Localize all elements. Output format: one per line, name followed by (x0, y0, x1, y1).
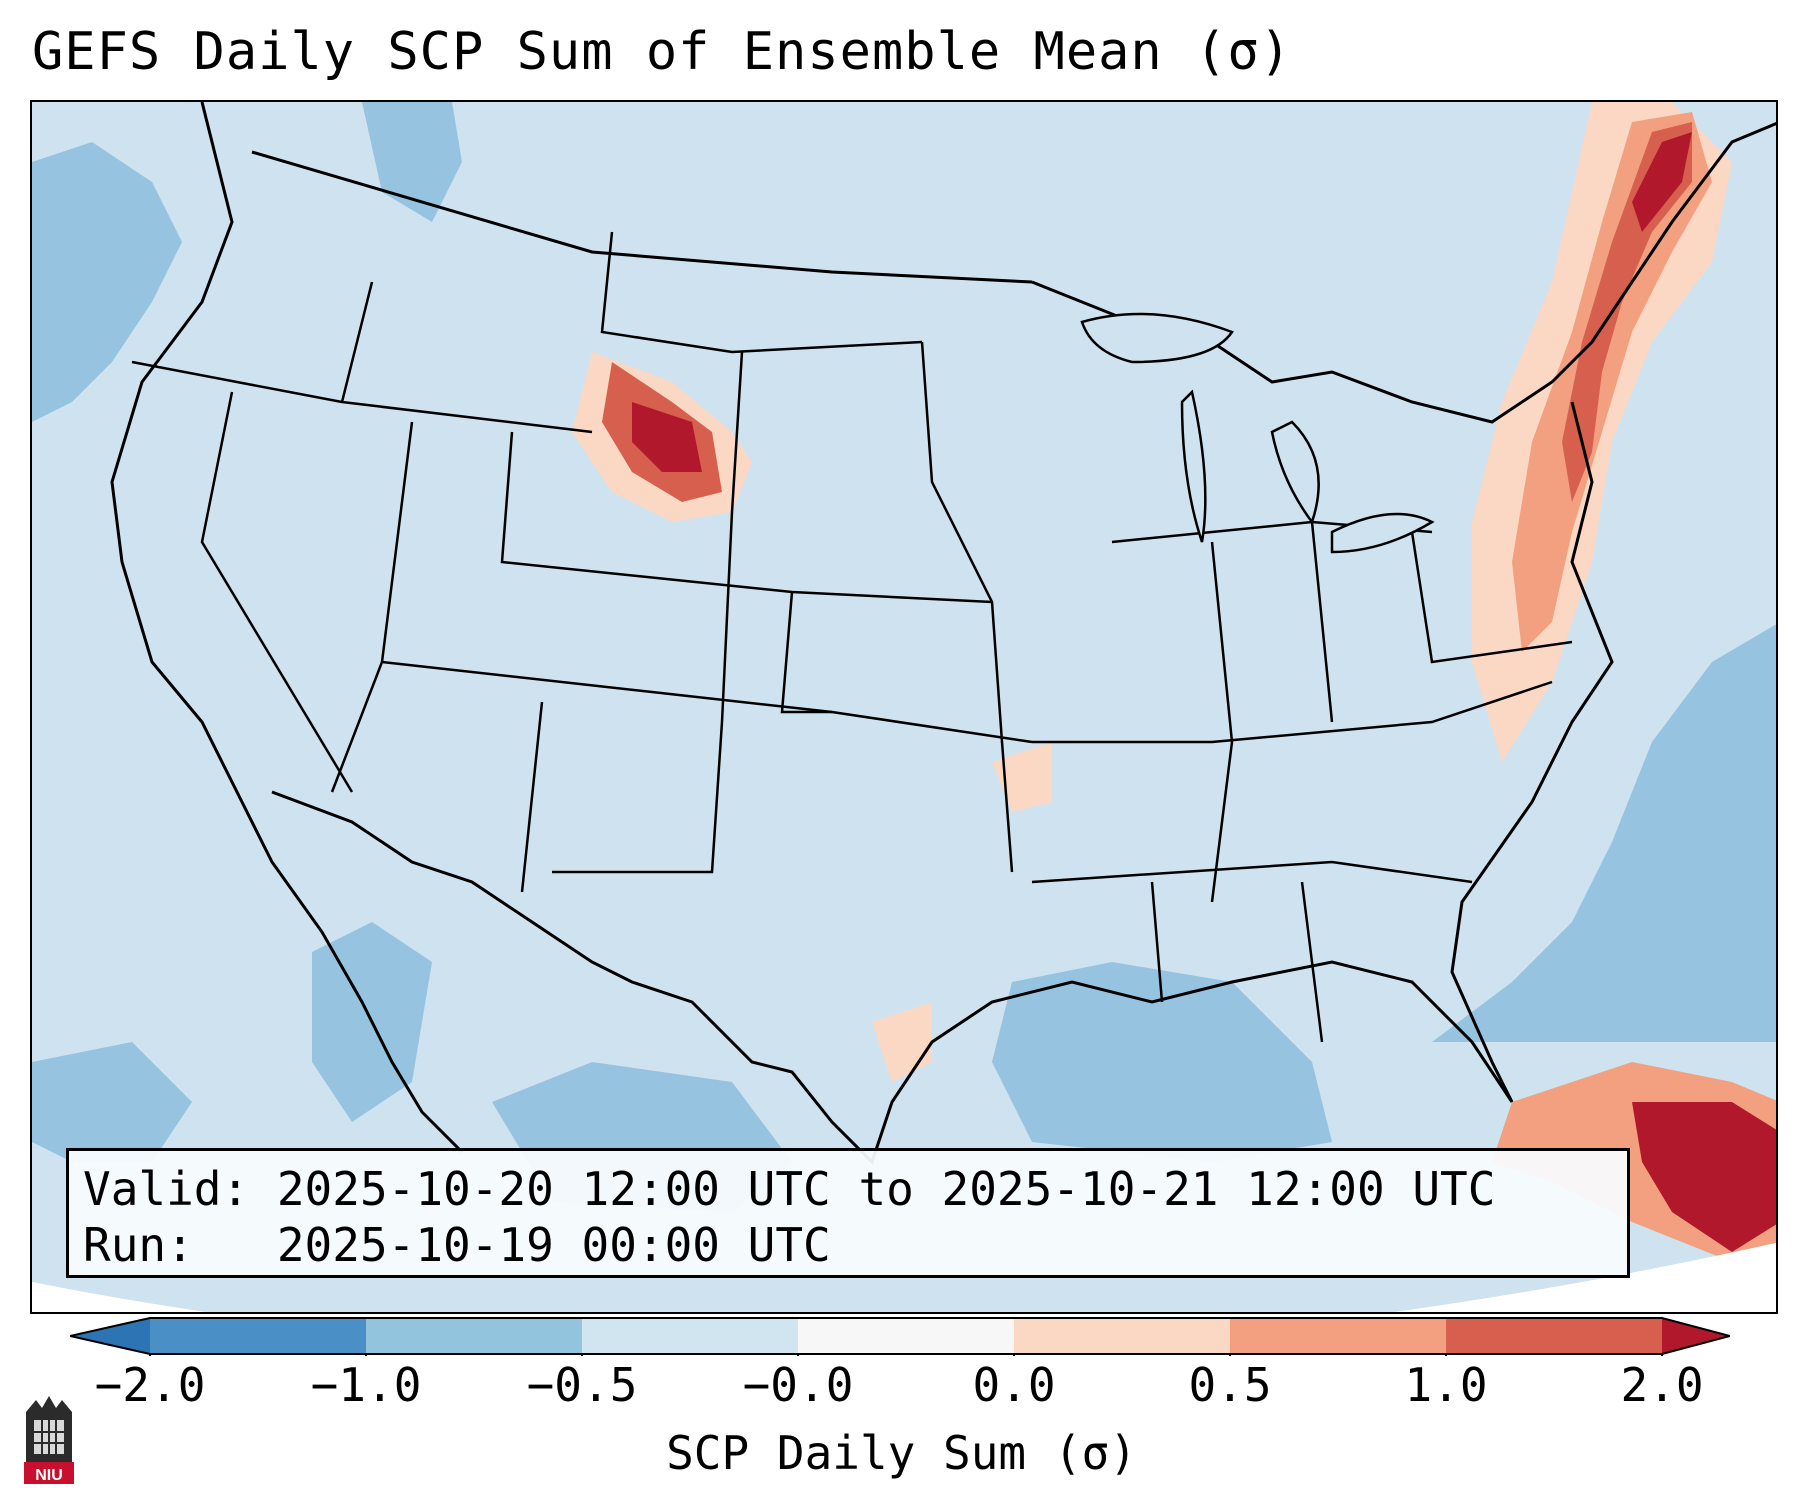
colorbar-segment-4 (798, 1318, 1014, 1354)
logo-text: NIU (35, 1467, 63, 1484)
run-time-text: Run: 2025-10-19 00:00 UTC (83, 1218, 831, 1272)
state-line-10 (920, 341, 1014, 873)
pacific-negative-area (32, 142, 182, 422)
colorbar-tick-label: −2.0 (94, 1358, 206, 1412)
map-canvas (32, 102, 1776, 1312)
colorbar-tick-label: −0.5 (526, 1358, 638, 1412)
northeast-positive-strong (1562, 122, 1692, 502)
state-line-20 (1150, 881, 1164, 1003)
pacific-south-negative-area (32, 1042, 192, 1162)
colorbar-segment-7 (1446, 1318, 1662, 1354)
northeast-positive-mid (1512, 112, 1712, 652)
lake-superior (1080, 312, 1234, 364)
state-line-15 (1210, 541, 1234, 903)
colorbar-tick-label: 2.0 (1620, 1358, 1704, 1412)
plains-positive-max (632, 402, 702, 472)
state-line-6 (500, 431, 993, 604)
lake-erie (1330, 512, 1435, 554)
colorbar-tick-label: 0.0 (972, 1358, 1056, 1412)
state-line-5 (381, 660, 1033, 744)
state-line-14 (1031, 860, 1473, 884)
colorbar-segment-3 (582, 1318, 798, 1354)
state-line-13 (1032, 680, 1553, 744)
state-line-17 (1310, 521, 1334, 723)
lake-huron (1270, 420, 1320, 525)
colorbar-tick-label: 0.5 (1188, 1358, 1272, 1412)
caribbean-positive-max (1632, 1102, 1776, 1252)
colorbar-extend-low (70, 1318, 150, 1354)
gulf-negative-area (992, 962, 1332, 1162)
colorbar-segment-1 (150, 1318, 366, 1354)
state-line-11 (520, 701, 544, 893)
colorbar-extend-high (1662, 1318, 1730, 1354)
colorbar-segment-6 (1230, 1318, 1446, 1354)
valid-time-text: Valid: 2025-10-20 12:00 UTC to 2025-10-2… (83, 1162, 1496, 1216)
east-coast-line (1450, 401, 1614, 1103)
map-background (32, 102, 1776, 1312)
atlantic-negative-area (1432, 624, 1776, 1042)
colorbar-segment-5 (1014, 1318, 1230, 1354)
state-line-8 (720, 351, 744, 723)
lake-michigan (1180, 389, 1207, 543)
state-line-18 (1410, 531, 1573, 664)
colorbar-ticks (149, 1354, 1663, 1356)
west-coast-line (110, 102, 464, 1154)
colorbar-tick-label: −1.0 (310, 1358, 422, 1412)
state-line-2 (200, 391, 354, 793)
state-line-9 (780, 591, 832, 714)
map-panel (30, 100, 1778, 1314)
state-line-3 (340, 281, 374, 403)
validity-info-box: Valid: 2025-10-20 12:00 UTC to 2025-10-2… (66, 1148, 1630, 1278)
colorbar-tick-label: −0.0 (742, 1358, 854, 1412)
country-outlines (110, 102, 1776, 1165)
great-lakes (1080, 312, 1435, 554)
gulf-and-border-line (271, 790, 1514, 1165)
projection-edge-bottom (32, 1242, 1776, 1312)
niu-logo-icon: NIU (24, 1396, 74, 1484)
colorbar-tick-label: 1.0 (1404, 1358, 1488, 1412)
state-line-19 (1300, 881, 1324, 1043)
state-line-12 (552, 721, 724, 874)
colorbar-label: SCP Daily Sum (σ) (666, 1426, 1137, 1480)
state-line-7 (600, 231, 923, 354)
northeast-positive-max (1632, 132, 1692, 232)
state-outlines (131, 231, 1573, 1043)
colorbar (70, 1317, 1730, 1356)
canada-border-line (251, 150, 1033, 284)
colorbar-segment-2 (366, 1318, 582, 1354)
chart-title: GEFS Daily SCP Sum of Ensemble Mean (σ) (32, 22, 1292, 82)
